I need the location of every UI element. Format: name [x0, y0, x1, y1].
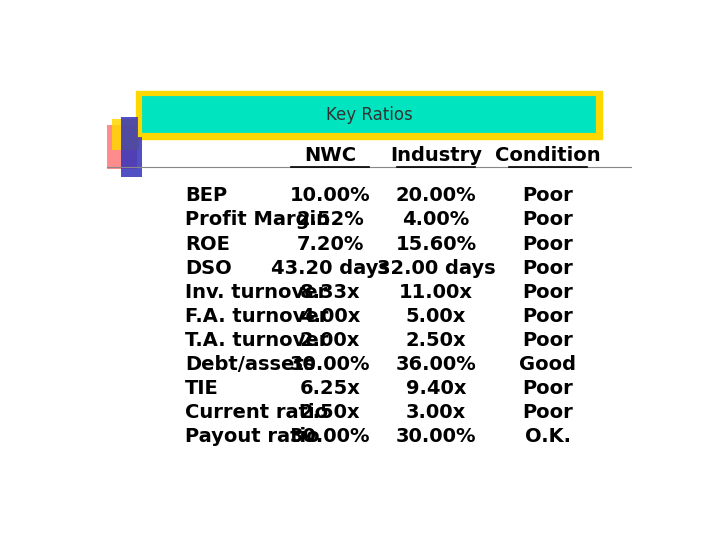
- Text: 2.50x: 2.50x: [300, 403, 360, 422]
- Text: 4.00%: 4.00%: [402, 211, 469, 229]
- Text: Key Ratios: Key Ratios: [325, 106, 413, 124]
- Text: 8.33x: 8.33x: [300, 283, 360, 302]
- Text: 43.20 days: 43.20 days: [271, 259, 390, 278]
- Text: O.K.: O.K.: [525, 428, 570, 447]
- Text: DSO: DSO: [185, 259, 232, 278]
- FancyBboxPatch shape: [140, 94, 598, 136]
- Text: 7.20%: 7.20%: [296, 234, 364, 253]
- Text: 5.00x: 5.00x: [406, 307, 466, 326]
- Text: Industry: Industry: [390, 146, 482, 165]
- Text: Poor: Poor: [522, 379, 573, 398]
- Text: 20.00%: 20.00%: [396, 186, 476, 205]
- Text: Poor: Poor: [522, 234, 573, 253]
- Text: Profit Margin: Profit Margin: [185, 211, 330, 229]
- Text: 2.50x: 2.50x: [405, 331, 467, 350]
- Text: Poor: Poor: [522, 211, 573, 229]
- Text: ROE: ROE: [185, 234, 230, 253]
- FancyBboxPatch shape: [107, 125, 138, 168]
- Text: Payout ratio: Payout ratio: [185, 428, 320, 447]
- Text: Poor: Poor: [522, 403, 573, 422]
- Text: TIE: TIE: [185, 379, 219, 398]
- Text: 36.00%: 36.00%: [395, 355, 477, 374]
- Text: 15.60%: 15.60%: [395, 234, 477, 253]
- Text: 2.52%: 2.52%: [296, 211, 364, 229]
- Text: 32.00 days: 32.00 days: [377, 259, 495, 278]
- Text: 30.00%: 30.00%: [396, 428, 476, 447]
- Text: Inv. turnover: Inv. turnover: [185, 283, 327, 302]
- Text: 2.00x: 2.00x: [300, 331, 360, 350]
- Text: 30.00%: 30.00%: [289, 428, 370, 447]
- Text: 4.00x: 4.00x: [300, 307, 360, 326]
- Text: Good: Good: [519, 355, 576, 374]
- Text: Poor: Poor: [522, 283, 573, 302]
- Text: Condition: Condition: [495, 146, 600, 165]
- Text: Debt/assets: Debt/assets: [185, 355, 315, 374]
- Text: Poor: Poor: [522, 259, 573, 278]
- Text: 3.00x: 3.00x: [406, 403, 466, 422]
- Text: BEP: BEP: [185, 186, 227, 205]
- Text: 6.25x: 6.25x: [300, 379, 361, 398]
- Text: 9.40x: 9.40x: [405, 379, 467, 398]
- Text: 10.00%: 10.00%: [289, 186, 370, 205]
- FancyBboxPatch shape: [121, 117, 142, 177]
- Text: 11.00x: 11.00x: [399, 283, 473, 302]
- Text: Poor: Poor: [522, 307, 573, 326]
- Text: Current ratio: Current ratio: [185, 403, 328, 422]
- Text: Poor: Poor: [522, 331, 573, 350]
- FancyBboxPatch shape: [136, 91, 602, 139]
- FancyBboxPatch shape: [112, 119, 139, 150]
- Text: Poor: Poor: [522, 186, 573, 205]
- Text: 30.00%: 30.00%: [289, 355, 370, 374]
- Text: F.A. turnover: F.A. turnover: [185, 307, 328, 326]
- Text: T.A. turnover: T.A. turnover: [185, 331, 328, 350]
- Text: NWC: NWC: [304, 146, 356, 165]
